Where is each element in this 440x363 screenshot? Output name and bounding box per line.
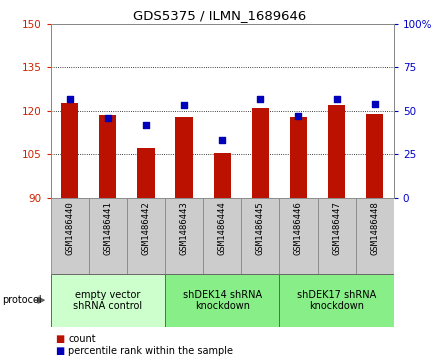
Bar (214, 153, 231, 198)
Bar (127, 198, 165, 274)
Text: GSM1486441: GSM1486441 (103, 202, 112, 256)
Bar (318, 198, 356, 274)
Bar (279, 198, 318, 274)
Bar (252, 108, 269, 198)
Text: ■: ■ (55, 334, 64, 344)
Text: GDS5375 / ILMN_1689646: GDS5375 / ILMN_1689646 (133, 9, 307, 22)
Text: GSM1486446: GSM1486446 (294, 202, 303, 256)
Bar (290, 117, 307, 198)
Bar (366, 114, 383, 198)
Bar (328, 105, 345, 198)
Bar (356, 198, 394, 274)
Text: GSM1486440: GSM1486440 (65, 202, 74, 256)
Text: count: count (68, 334, 96, 344)
Point (66, 95, 73, 101)
Bar (165, 198, 203, 274)
Bar (176, 117, 193, 198)
Text: GSM1486448: GSM1486448 (370, 202, 379, 256)
Bar (89, 198, 127, 274)
Point (104, 115, 111, 121)
Bar (51, 274, 165, 327)
Bar (137, 148, 154, 198)
Text: ■: ■ (55, 346, 64, 356)
Text: protocol: protocol (2, 295, 42, 305)
Point (371, 101, 378, 107)
Bar (279, 274, 394, 327)
Point (180, 103, 187, 109)
Text: shDEK17 shRNA
knockdown: shDEK17 shRNA knockdown (297, 290, 376, 311)
Text: GSM1486445: GSM1486445 (256, 202, 265, 256)
Point (219, 138, 226, 143)
Bar (203, 198, 241, 274)
Bar (99, 115, 117, 198)
Bar (61, 103, 78, 198)
Text: GSM1486443: GSM1486443 (180, 202, 189, 256)
Bar (165, 274, 279, 327)
Text: percentile rank within the sample: percentile rank within the sample (68, 346, 233, 356)
Point (295, 113, 302, 119)
Text: shDEK14 shRNA
knockdown: shDEK14 shRNA knockdown (183, 290, 262, 311)
Text: GSM1486442: GSM1486442 (141, 202, 150, 256)
Text: GSM1486447: GSM1486447 (332, 202, 341, 256)
Bar (241, 198, 279, 274)
Text: empty vector
shRNA control: empty vector shRNA control (73, 290, 143, 311)
Bar (51, 198, 89, 274)
Point (333, 95, 340, 101)
Text: GSM1486444: GSM1486444 (218, 202, 227, 256)
Point (257, 95, 264, 101)
Point (143, 122, 150, 127)
